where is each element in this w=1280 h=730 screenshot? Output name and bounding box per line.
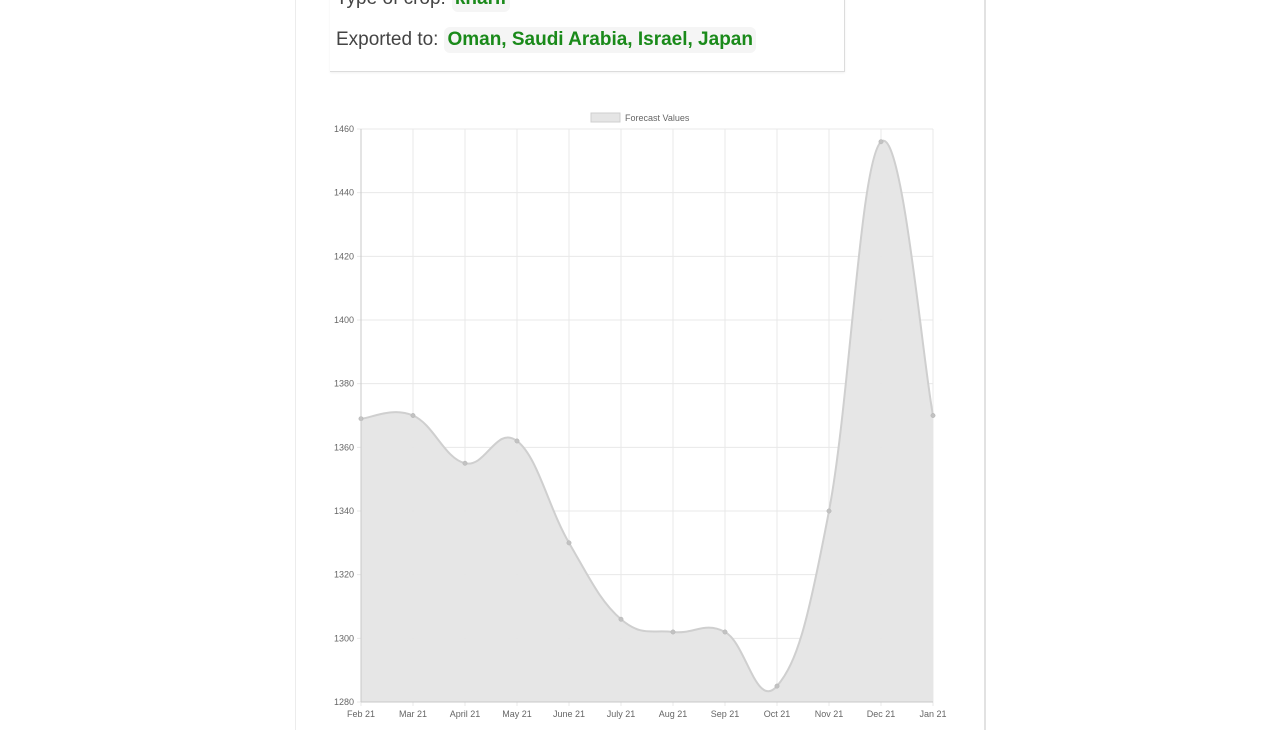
y-tick-label: 1460: [334, 124, 354, 134]
y-tick-label: 1440: [334, 188, 354, 198]
data-point: [722, 629, 728, 635]
data-point: [878, 139, 884, 145]
data-point: [566, 540, 572, 546]
chart-axes: 1280 1300 1320 1340 1360 1380 1400 1420 1440 1460…: [334, 124, 947, 719]
series-area-fill: [361, 140, 933, 703]
y-tick-label: 1280: [334, 697, 354, 707]
x-tick-label: Dec 21: [867, 709, 896, 719]
x-tick-label: April 21: [450, 709, 481, 719]
data-point: [618, 616, 624, 622]
data-point: [410, 413, 416, 418]
y-tick-label: 1380: [334, 379, 354, 389]
x-tick-label: Sep 21: [711, 709, 740, 719]
legend-swatch: [590, 112, 621, 123]
y-tick-label: 1320: [334, 570, 354, 580]
data-point: [774, 683, 780, 689]
data-point: [462, 460, 468, 466]
x-tick-label: July 21: [607, 709, 636, 719]
series-line: [360, 139, 934, 693]
y-tick-label: 1420: [334, 251, 354, 261]
crop-type-value: kharif: [451, 0, 510, 12]
exported-to-value: Oman, Saudi Arabia, Israel, Japan: [444, 27, 756, 53]
data-point: [514, 438, 520, 444]
legend-label: Forecast Values: [625, 113, 690, 123]
y-tick-label: 1340: [334, 506, 354, 516]
x-tick-label: Mar 21: [399, 709, 427, 719]
data-point: [930, 413, 936, 418]
x-tick-label: Aug 21: [659, 709, 688, 719]
exported-to-label: Exported to:: [336, 29, 439, 50]
x-tick-label: June 21: [553, 709, 585, 719]
x-tick-label: Oct 21: [764, 709, 791, 719]
data-point: [826, 508, 832, 514]
y-tick-label: 1360: [334, 442, 354, 452]
data-point: [670, 629, 676, 635]
chart-series-area: [358, 139, 936, 703]
x-tick-label: Nov 21: [815, 709, 844, 719]
chart-legend: Forecast Values: [590, 112, 690, 123]
y-tick-label: 1300: [334, 633, 354, 643]
x-tick-label: Jan 21: [919, 709, 946, 719]
crop-type-row: Type of crop: kharif: [336, 0, 510, 12]
y-tick-label: 1400: [334, 315, 354, 325]
crop-type-label: Type of crop:: [336, 0, 446, 10]
x-tick-label: Feb 21: [347, 709, 375, 719]
exported-to-row: Exported to: Oman, Saudi Arabia, Israel,…: [336, 27, 756, 53]
x-tick-label: May 21: [502, 709, 532, 719]
